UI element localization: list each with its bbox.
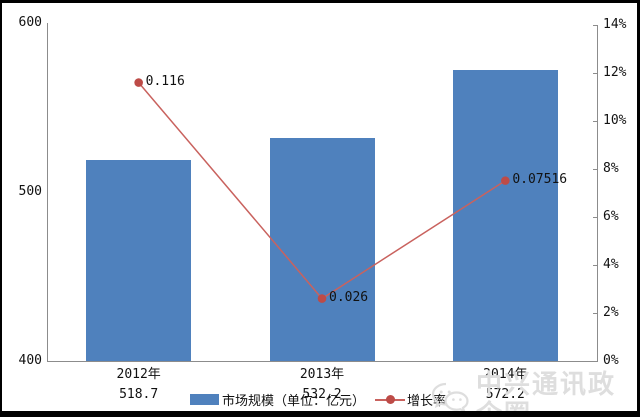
dot-sample — [385, 395, 395, 404]
right-axis-tick — [593, 265, 597, 266]
point-value-label: 0.07516 — [512, 171, 568, 187]
point-value-label: 0.026 — [329, 289, 369, 305]
bar-value-label: 518.7 — [119, 387, 159, 402]
line-series-marker-icon — [375, 393, 406, 406]
right-axis-tick-label: 2% — [603, 305, 619, 320]
bottom-axis-line — [47, 361, 598, 362]
right-axis-tick — [593, 361, 597, 362]
overlay-layer: 市场规模（单位：亿元） 增长率 — [2, 3, 637, 411]
right-axis-tick-label: 12% — [603, 65, 627, 80]
left-axis-tick-label: 500 — [18, 184, 42, 199]
watermark-text: 中兴通讯政企圈 — [476, 370, 617, 411]
bar-value-label: 532.2 — [302, 387, 342, 402]
right-axis-tick — [593, 121, 597, 122]
right-axis-tick — [593, 25, 597, 26]
left-axis-line — [47, 23, 48, 361]
category-label: 2012年 — [116, 367, 161, 382]
watermark: 中兴通讯政企圈 — [430, 370, 637, 411]
wechat-icon — [430, 380, 472, 411]
right-axis-tick — [593, 313, 597, 314]
right-axis-tick-label: 14% — [603, 17, 627, 32]
market-size-bar — [86, 160, 192, 361]
category-label: 2013年 — [299, 367, 345, 382]
right-axis-tick-label: 0% — [603, 353, 619, 368]
point-value-label: 0.116 — [145, 73, 185, 89]
left-axis-tick-label: 600 — [18, 15, 42, 30]
chart-canvas: 600 500 400 14% 12% 10% 8% 6% 4% 2% 0% 2012年 518.7 20… — [2, 3, 637, 411]
bar-value-label: 572.2 — [485, 387, 525, 402]
right-axis-tick — [593, 217, 597, 218]
right-axis-tick-label: 6% — [603, 209, 619, 224]
market-size-bar — [452, 69, 558, 361]
legend-label-market-size: 市场规模（单位：亿元） — [222, 394, 366, 409]
market-size-bar — [269, 137, 375, 361]
right-axis-tick-label: 10% — [603, 113, 627, 128]
right-axis-line — [597, 25, 598, 361]
category-label: 2014年 — [483, 367, 528, 382]
right-axis-tick-label: 8% — [603, 161, 619, 176]
bar-series-swatch — [190, 394, 219, 405]
right-axis-tick — [593, 169, 597, 170]
left-axis-tick-label: 400 — [18, 353, 42, 368]
plot-area: 600 500 400 14% 12% 10% 8% 6% 4% 2% 0% 2012年 518.7 20… — [2, 3, 637, 411]
right-axis-tick-label: 4% — [603, 257, 619, 272]
right-axis-tick — [593, 73, 597, 74]
